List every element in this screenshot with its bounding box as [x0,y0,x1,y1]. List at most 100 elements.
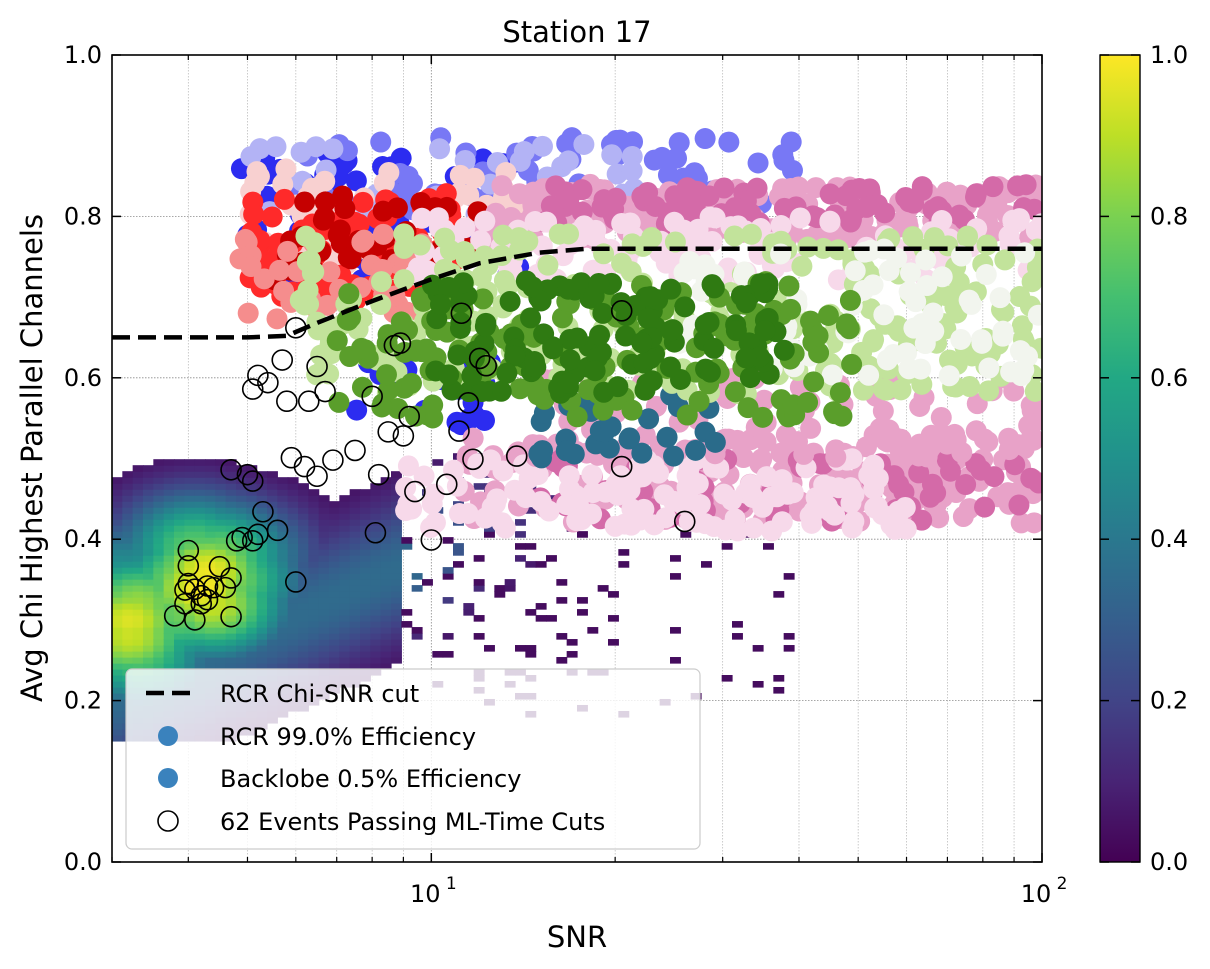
hist-cell [205,549,216,556]
hist-cell [287,531,299,538]
scatter-point [566,327,588,349]
hist-cell [287,651,299,658]
hist-cell [122,573,134,580]
scatter-point [800,417,822,439]
hist-cell [298,645,309,652]
hist-cell [256,609,268,616]
scatter-point [598,437,620,459]
scatter-point [491,175,513,197]
hist-cell [184,465,196,472]
hist-cell [349,525,361,532]
passing-event-marker [673,510,696,533]
hist-cell [143,585,154,592]
hist-cell [308,621,320,628]
passing-event-marker [468,347,491,370]
scatter-point [864,497,886,519]
hist-cell [370,663,382,670]
hist-cell [174,597,185,604]
hist-cell [670,573,681,580]
hist-cell [122,567,134,574]
scatter-point [978,357,1000,379]
scatter-point [735,292,757,314]
passing-event-marker [306,465,328,488]
scatter-point [754,320,776,342]
hist-cell [267,645,278,652]
hist-cell [525,543,537,550]
hist-cell [112,686,123,694]
hist-cell [256,549,268,556]
hist-cell [277,597,289,604]
hist-cell [442,597,454,604]
hist-cell [246,561,258,568]
hist-cell [236,561,247,568]
hist-cell [132,513,144,520]
hist-cell [225,609,237,616]
scatter-point [789,207,811,229]
scatter-point [828,477,850,499]
hist-cell [277,585,289,592]
hist-cell [236,651,247,658]
hist-cell [308,573,320,580]
hist-cell [215,477,227,484]
scatter-point [275,158,297,180]
scatter-point [404,405,426,427]
hist-cell [349,663,361,670]
hist-cell [370,657,382,664]
scatter-point [491,512,513,534]
hist-cell [194,543,206,550]
scatter-point [951,441,973,463]
hist-cell [267,531,278,538]
scatter-point [401,498,423,520]
hist-cell [205,585,216,592]
hist-cell [360,555,371,562]
hist-cell [329,579,340,586]
hist-cell [122,597,134,604]
hist-cell [163,603,175,610]
hist-cell [163,567,175,574]
hist-cell [732,621,743,628]
passing-event-marker [306,355,328,378]
hist-cell [163,645,175,652]
hist-cell [339,639,351,646]
hist-cell [205,555,216,562]
scatter-point [266,308,288,330]
hist-cell [174,501,185,508]
x-tick-label: 10 [410,880,441,908]
hist-cell [143,543,154,550]
hist-cell [256,561,268,568]
hist-cell [205,465,216,472]
hist-cell [298,543,309,550]
scatter-point [861,456,883,478]
hist-cell [205,627,216,634]
hist-cell [308,531,320,538]
hist-cell [329,549,340,556]
hist-cell [349,531,361,538]
hist-cell [132,633,144,640]
scatter-point [819,183,841,205]
hist-cell [122,585,134,592]
hist-cell [349,597,361,604]
hist-cell [122,537,134,544]
hist-cell [184,615,196,622]
hist-cell [153,591,165,598]
hist-cell [298,513,309,520]
hist-cell [329,537,340,544]
scatter-point [581,503,603,525]
passing-event-marker [475,354,498,377]
scatter-point [326,330,348,352]
hist-cell [349,555,361,562]
hist-cell [132,597,144,604]
hist-cell [318,639,330,646]
hist-cell [143,537,154,544]
hist-cell [184,567,196,574]
hist-cell [287,519,299,526]
hist-cell [298,501,309,508]
hist-cell [329,513,340,520]
hist-cell [143,609,154,616]
hist-cell [391,567,402,574]
hist-cell [256,597,268,604]
hist-cell [349,633,361,640]
passing-event-marker [435,473,458,496]
scatter-point [496,362,518,384]
scatter-point [371,396,393,418]
